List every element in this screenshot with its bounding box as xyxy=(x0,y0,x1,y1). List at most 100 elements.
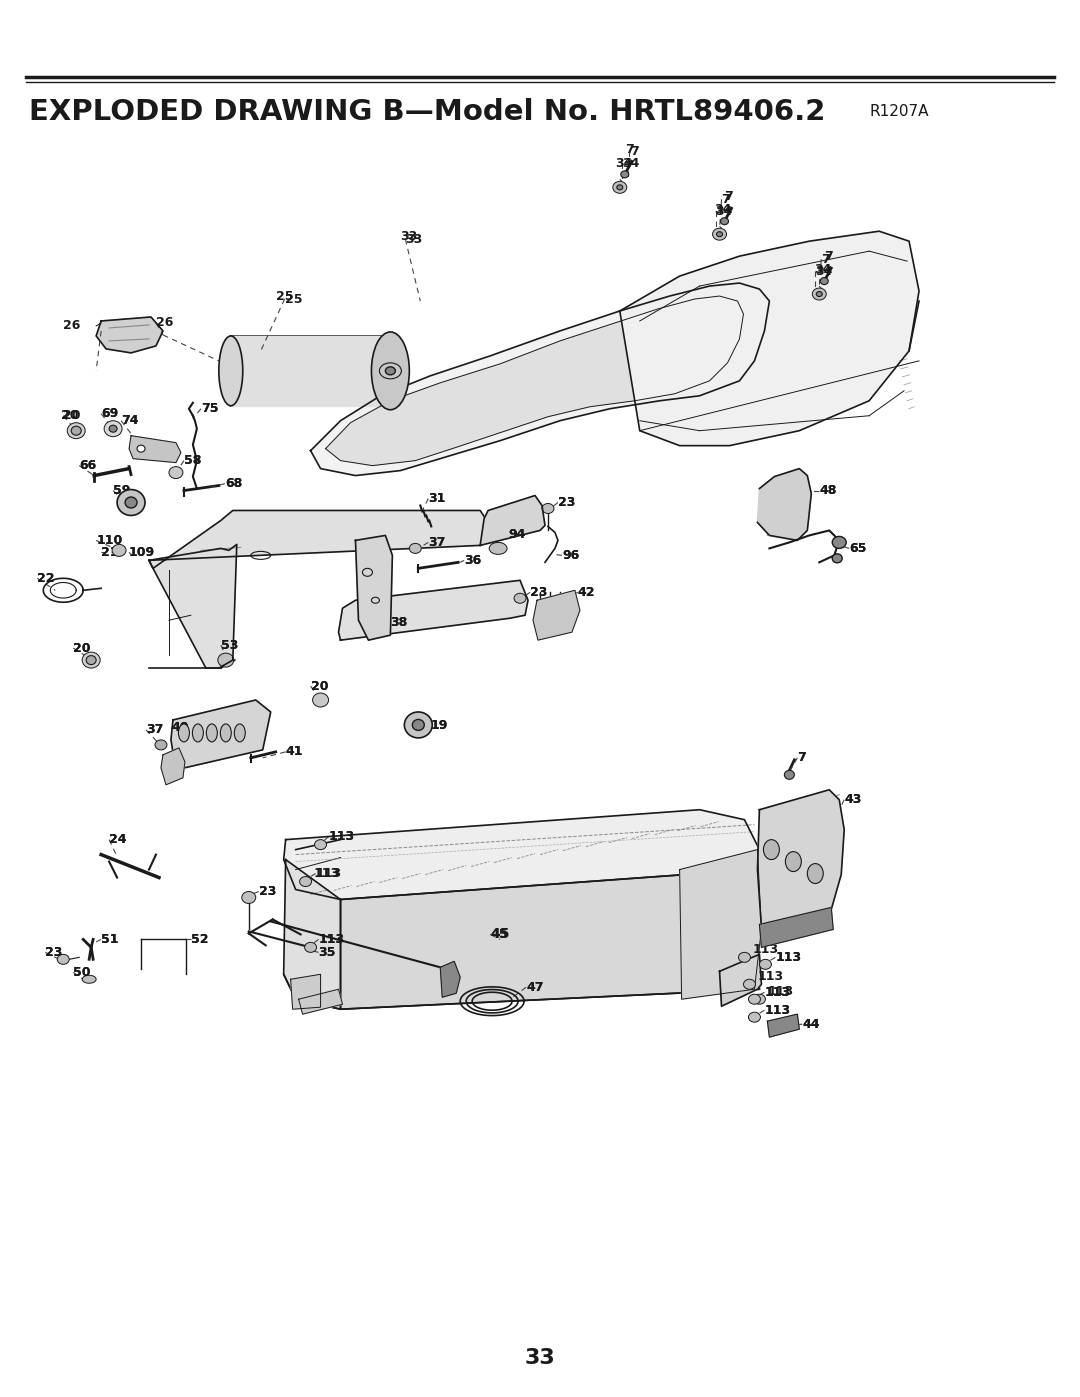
Text: 23: 23 xyxy=(45,946,63,958)
Text: 50: 50 xyxy=(73,965,91,979)
Ellipse shape xyxy=(125,497,137,509)
Text: 20: 20 xyxy=(62,409,79,422)
Polygon shape xyxy=(441,961,460,997)
Text: 75: 75 xyxy=(201,402,218,415)
Text: 113: 113 xyxy=(765,986,791,999)
Text: 113: 113 xyxy=(775,951,801,964)
Polygon shape xyxy=(149,510,490,569)
Ellipse shape xyxy=(784,770,795,780)
Text: 38: 38 xyxy=(390,616,407,629)
Text: 113: 113 xyxy=(757,970,784,982)
Ellipse shape xyxy=(716,232,723,236)
Ellipse shape xyxy=(242,891,256,904)
Text: 94: 94 xyxy=(508,528,526,541)
Polygon shape xyxy=(679,849,761,999)
Text: 37: 37 xyxy=(146,724,163,736)
Text: 36: 36 xyxy=(464,553,482,567)
Text: 7: 7 xyxy=(625,142,634,156)
Text: 7: 7 xyxy=(824,250,833,263)
Polygon shape xyxy=(355,535,392,640)
Text: 69: 69 xyxy=(102,408,119,420)
Text: 24: 24 xyxy=(109,833,126,847)
Text: 52: 52 xyxy=(191,933,208,946)
Ellipse shape xyxy=(67,423,85,439)
Text: 113: 113 xyxy=(319,933,345,946)
Text: 66: 66 xyxy=(79,460,96,472)
Ellipse shape xyxy=(372,332,409,409)
Text: 34: 34 xyxy=(814,263,832,275)
Text: 34: 34 xyxy=(715,203,732,215)
Text: 94: 94 xyxy=(508,528,526,541)
Text: 21: 21 xyxy=(102,546,119,559)
Text: 31: 31 xyxy=(429,492,446,506)
Ellipse shape xyxy=(386,367,395,374)
Polygon shape xyxy=(338,580,528,640)
Ellipse shape xyxy=(833,553,842,563)
Polygon shape xyxy=(768,1014,799,1037)
Text: 65: 65 xyxy=(849,542,866,555)
Ellipse shape xyxy=(812,288,826,300)
Ellipse shape xyxy=(413,719,424,731)
Polygon shape xyxy=(161,747,185,785)
Ellipse shape xyxy=(743,979,755,989)
Ellipse shape xyxy=(82,975,96,983)
Text: 23: 23 xyxy=(530,585,548,599)
Text: 113: 113 xyxy=(765,986,791,999)
Ellipse shape xyxy=(57,954,69,964)
Polygon shape xyxy=(759,908,834,947)
Text: 47: 47 xyxy=(526,981,543,993)
Text: 20: 20 xyxy=(73,641,91,655)
Polygon shape xyxy=(299,989,342,1014)
Text: 68: 68 xyxy=(225,476,242,490)
Text: 96: 96 xyxy=(562,549,579,562)
Ellipse shape xyxy=(112,545,126,556)
Text: 113: 113 xyxy=(328,830,354,844)
Text: 113: 113 xyxy=(313,868,340,880)
Text: 33: 33 xyxy=(405,233,422,246)
Text: 42: 42 xyxy=(578,585,595,599)
Ellipse shape xyxy=(617,184,623,190)
Ellipse shape xyxy=(305,943,316,953)
Text: 35: 35 xyxy=(319,946,336,958)
Text: 20: 20 xyxy=(311,679,328,693)
Text: 20: 20 xyxy=(64,409,81,422)
Text: 58: 58 xyxy=(184,454,201,467)
Ellipse shape xyxy=(542,503,554,514)
Text: 53: 53 xyxy=(220,638,239,651)
Text: 53: 53 xyxy=(220,638,239,651)
Text: 74: 74 xyxy=(121,415,138,427)
Text: 7: 7 xyxy=(721,193,730,205)
Ellipse shape xyxy=(192,724,203,742)
Text: 22: 22 xyxy=(38,571,55,585)
Text: 48: 48 xyxy=(820,483,837,497)
Text: 50: 50 xyxy=(73,965,91,979)
Text: 65: 65 xyxy=(849,542,866,555)
Ellipse shape xyxy=(71,426,81,436)
Ellipse shape xyxy=(299,876,312,887)
Ellipse shape xyxy=(764,840,780,859)
Polygon shape xyxy=(284,810,759,900)
Text: 31: 31 xyxy=(429,492,446,506)
Ellipse shape xyxy=(785,852,801,872)
Text: 34: 34 xyxy=(622,156,639,170)
Text: 41: 41 xyxy=(285,746,303,759)
Ellipse shape xyxy=(720,218,729,225)
Ellipse shape xyxy=(621,170,629,177)
Text: 59: 59 xyxy=(113,483,131,497)
Polygon shape xyxy=(96,317,163,353)
Ellipse shape xyxy=(514,594,526,604)
Text: 48: 48 xyxy=(820,483,837,497)
Text: 69: 69 xyxy=(102,408,119,420)
Text: 40: 40 xyxy=(171,721,188,735)
Text: 7: 7 xyxy=(725,190,733,203)
Text: 110: 110 xyxy=(96,534,122,546)
Text: 37: 37 xyxy=(429,536,446,549)
Ellipse shape xyxy=(109,425,117,432)
Ellipse shape xyxy=(86,655,96,665)
Polygon shape xyxy=(340,869,759,1009)
Text: 23: 23 xyxy=(45,946,63,958)
Text: 19: 19 xyxy=(430,719,447,732)
Ellipse shape xyxy=(748,1013,760,1023)
Polygon shape xyxy=(149,545,237,668)
Polygon shape xyxy=(534,591,580,640)
